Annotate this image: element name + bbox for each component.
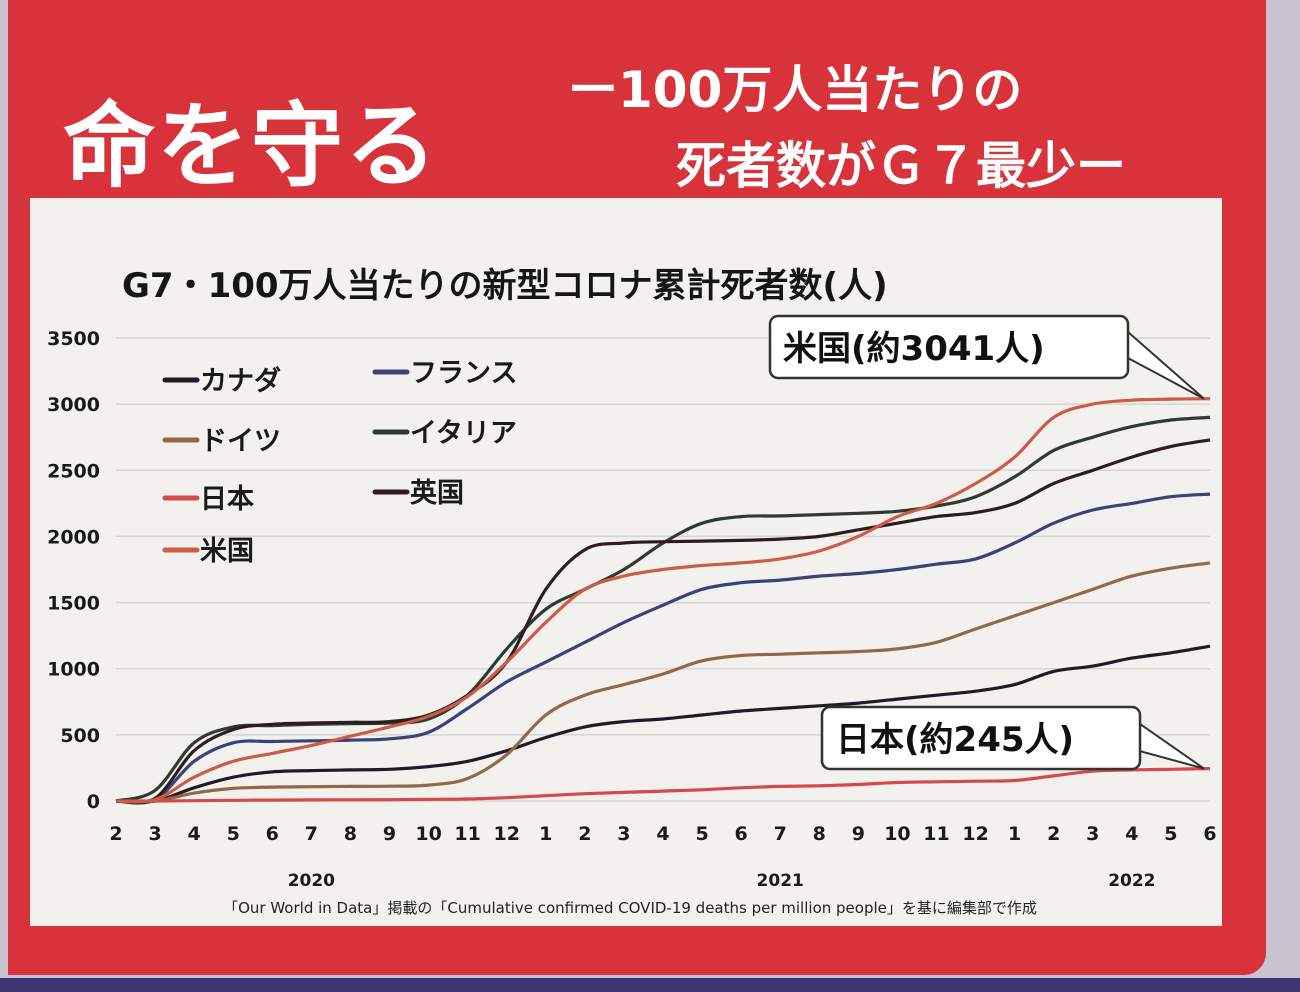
x-tick-label: 5 xyxy=(227,823,240,845)
x-tick-label: 6 xyxy=(735,823,748,845)
year-label: 2021 xyxy=(757,871,804,891)
x-tick-label: 2 xyxy=(578,823,591,845)
callout-box xyxy=(768,314,1130,380)
y-tick-label: 2000 xyxy=(47,526,100,548)
callout-pointer xyxy=(1127,331,1205,400)
series-line xyxy=(115,492,1211,805)
x-tick-label: 3 xyxy=(1086,823,1099,845)
x-tick-label: 2 xyxy=(1047,823,1060,845)
x-tick-label: 4 xyxy=(1125,823,1138,845)
series-line xyxy=(115,397,1211,804)
callout-box xyxy=(820,705,1142,771)
x-tick-label: 3 xyxy=(617,823,630,845)
x-tick-label: 1 xyxy=(539,823,552,845)
y-tick-label: 3500 xyxy=(47,328,100,350)
x-tick-label: 8 xyxy=(344,823,357,845)
chart-callouts: 米国(約3041人) 日本(約245人) xyxy=(768,314,1205,771)
legend-label: イタリア xyxy=(410,418,517,449)
chart-title: G7・100万人当たりの新型コロナ累計死者数(人) xyxy=(122,266,888,306)
series-line xyxy=(115,644,1211,804)
legend-label: カナダ xyxy=(200,365,281,397)
y-tick-label: 1000 xyxy=(47,659,100,681)
x-tick-label: 10 xyxy=(415,823,441,845)
x-tick-label: 4 xyxy=(656,823,669,845)
x-tick-label: 6 xyxy=(266,823,279,845)
x-tick-label: 5 xyxy=(1164,823,1177,845)
x-tick-label: 10 xyxy=(884,823,910,845)
x-tick-label: 4 xyxy=(188,823,201,845)
legend-label: フランス xyxy=(410,358,517,389)
year-label: 2020 xyxy=(288,871,335,891)
callout-pointer xyxy=(1135,723,1205,770)
year-labels: 2020 2021 2022 xyxy=(288,871,1156,891)
x-tick-label: 1 xyxy=(1008,823,1021,845)
x-tick-label: 7 xyxy=(305,823,318,845)
subheadline-line-1: ー100万人当たりの xyxy=(568,61,1023,119)
x-tick-label: 12 xyxy=(493,823,519,845)
x-tick-label: 12 xyxy=(962,823,988,845)
y-tick-label: 3000 xyxy=(47,394,100,416)
y-tick-label: 1500 xyxy=(47,593,100,615)
x-tick-label: 9 xyxy=(383,823,396,845)
y-tick-label: 2500 xyxy=(47,460,100,482)
x-tick-label: 2 xyxy=(109,823,122,845)
series-line xyxy=(115,438,1211,805)
y-tick-label: 500 xyxy=(60,725,100,747)
x-axis-ticks: 2 3 4 5 6 7 8 9 10 11 12 1 2 3 4 5 6 7 8 9 10 11 12 1 2 3 4 5 6 xyxy=(109,823,1216,845)
page-edge-strip xyxy=(0,978,1300,992)
legend-label: 日本 xyxy=(200,484,254,515)
series-lines xyxy=(115,397,1211,805)
x-tick-label: 9 xyxy=(852,823,865,845)
series-line xyxy=(115,767,1211,803)
x-tick-label: 11 xyxy=(454,823,480,845)
headline: 命を守る xyxy=(63,93,440,200)
callout-label: 日本(約245人) xyxy=(836,720,1074,760)
x-tick-label: 11 xyxy=(923,823,949,845)
callout-label: 米国(約3041人) xyxy=(783,329,1045,369)
legend-label: 英国 xyxy=(410,478,464,509)
y-tick-label: 0 xyxy=(87,791,100,813)
x-tick-label: 6 xyxy=(1203,823,1216,845)
x-tick-label: 8 xyxy=(813,823,826,845)
x-tick-label: 7 xyxy=(774,823,787,845)
legend-label: ドイツ xyxy=(200,426,281,457)
x-tick-label: 3 xyxy=(148,823,161,845)
legend-label: 米国 xyxy=(200,536,254,567)
series-line xyxy=(115,561,1211,804)
y-axis-ticks: 0 500 1000 1500 2000 2500 3000 3500 xyxy=(47,328,100,813)
source-note: 「Our World in Data」掲載の「Cumulative confir… xyxy=(223,899,1037,917)
x-tick-label: 5 xyxy=(695,823,708,845)
year-label: 2022 xyxy=(1108,871,1155,891)
subheadline-line-2: 死者数がＧ７最少ー xyxy=(676,137,1126,195)
